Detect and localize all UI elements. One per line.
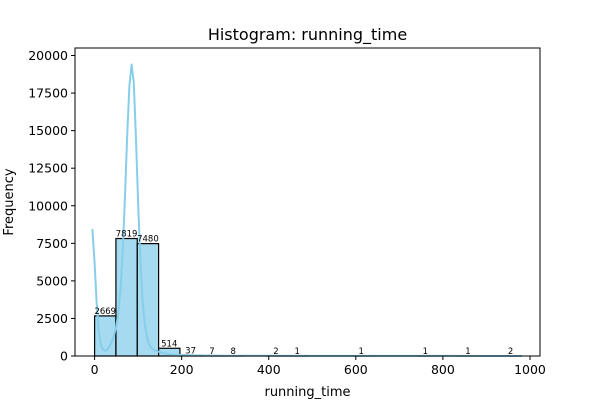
x-tick-label: 600: [344, 362, 368, 377]
bar-value-label: 8: [231, 347, 236, 357]
bar-value-label: 1: [295, 347, 300, 357]
y-tick-label: 17500: [28, 86, 68, 101]
bar-value-label: 2: [508, 347, 513, 357]
bar-value-label: 1: [423, 347, 428, 357]
bar-value-label: 2669: [94, 307, 116, 317]
bar-value-label: 7: [209, 347, 214, 357]
x-axis-label: running_time: [264, 385, 350, 400]
chart-title: Histogram: running_time: [208, 25, 407, 45]
x-tick-label: 400: [257, 362, 281, 377]
plot-frame: [74, 47, 541, 357]
y-tick-label: 0: [60, 349, 68, 364]
y-tick-label: 2500: [36, 311, 68, 326]
bar-value-label: 514: [161, 339, 177, 349]
y-axis: 0 2500 5000 7500 10000 12500 15000 17500 20000: [28, 48, 75, 364]
x-tick-label: 200: [170, 362, 194, 377]
y-tick-label: 20000: [28, 48, 68, 63]
y-tick-label: 12500: [28, 161, 68, 176]
y-tick-label: 10000: [28, 198, 68, 213]
y-tick-label: 5000: [36, 273, 68, 288]
y-axis-label: Frequency: [2, 168, 17, 235]
x-tick-label: 1000: [514, 362, 546, 377]
y-tick-label: 15000: [28, 123, 68, 138]
bar-value-label: 7480: [137, 235, 159, 245]
x-axis: 0 200 400 600 800 1000: [91, 356, 546, 377]
bar-value-label: 1: [465, 347, 470, 357]
x-tick-label: 0: [91, 362, 99, 377]
x-tick-label: 800: [431, 362, 455, 377]
y-tick-label: 7500: [36, 236, 68, 251]
bar-value-label: 37: [185, 346, 196, 356]
bar-value-label: 2: [273, 347, 278, 357]
bar-value-label: 1: [359, 347, 364, 357]
bar-value-label: 7819: [116, 230, 138, 240]
